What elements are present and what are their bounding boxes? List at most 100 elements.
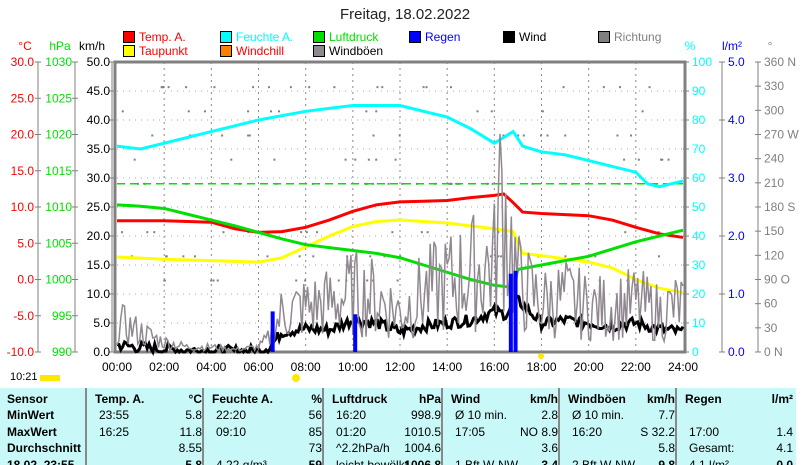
table-cell: Windböen — [568, 392, 626, 406]
direction-point — [564, 255, 567, 258]
table-cell: NO 8.9 — [519, 424, 558, 439]
direction-point — [167, 86, 170, 89]
direction-point — [222, 231, 225, 234]
direction-point — [541, 110, 544, 113]
legend-label: Wind — [519, 30, 547, 44]
direction-point — [247, 134, 250, 137]
axis-label-direction: 120 — [764, 248, 784, 262]
axis-label-temp: -10.0 — [7, 345, 35, 359]
direction-point — [476, 110, 479, 113]
legend-item: Windchill — [220, 44, 284, 58]
axis-label-pressure: 990 — [52, 345, 72, 359]
direction-point — [267, 86, 270, 89]
axis-label-humidity: 20 — [692, 287, 706, 301]
direction-point — [381, 86, 384, 89]
axis-label-direction: 90 O — [764, 273, 790, 287]
axis-label-temp: 25.0 — [11, 91, 35, 105]
axis-label-wind: 30.0 — [87, 171, 111, 185]
direction-point — [376, 86, 379, 89]
table-cell: 09:10 — [216, 424, 247, 439]
table-cell: S 32.2 — [640, 424, 675, 439]
direction-point — [366, 279, 369, 282]
direction-point — [401, 182, 404, 185]
axis-label-pressure: 1015 — [45, 164, 72, 178]
axis-label-wind: 10.0 — [87, 287, 111, 301]
legend-item: Temp. A. — [123, 30, 186, 44]
x-tick-label: 24:00 — [668, 360, 698, 374]
column-divider — [675, 388, 677, 465]
table-cell: 5.8 — [185, 408, 202, 422]
legend-swatch — [409, 31, 421, 43]
axis-label-wind: 45.0 — [87, 84, 111, 98]
direction-point — [564, 134, 567, 137]
axis-label-rain: 2.0 — [728, 229, 745, 243]
table-cell: 9.8 — [658, 457, 675, 465]
direction-point — [391, 231, 394, 234]
axis-label-pressure: 1020 — [45, 128, 72, 142]
table-cell: 1010.5 — [404, 424, 441, 439]
axis-label-humidity: 10 — [692, 316, 706, 330]
x-tick-label: 12:00 — [385, 360, 415, 374]
direction-point — [333, 86, 336, 89]
table-cell: hPa — [418, 392, 441, 406]
x-tick-label: 04:00 — [196, 360, 226, 374]
table-cell: 4.1 — [776, 441, 793, 455]
direction-point — [160, 86, 163, 89]
summary-table: Sensor MinWert MaxWert Durchschnitt 18.02. 2… — [0, 388, 796, 465]
axis-label-rain: 3.0 — [728, 171, 745, 185]
axis-label-temp: 5.0 — [17, 236, 34, 250]
direction-point — [289, 86, 292, 89]
axis-label-pressure: 1005 — [45, 236, 72, 250]
legend-item: Regen — [409, 30, 460, 44]
direction-point — [221, 134, 224, 137]
axis-label-pressure: 995 — [52, 309, 72, 323]
table-cell: 56 — [308, 408, 322, 422]
rain-bar — [353, 314, 358, 352]
direction-point — [387, 182, 390, 185]
table-cell: 17:05 — [455, 424, 486, 439]
table-cell: 3.6 — [541, 441, 558, 455]
direction-point — [162, 86, 165, 89]
direction-point — [372, 182, 375, 185]
direction-point — [298, 255, 301, 258]
axis-label-rain: 0.0 — [728, 345, 745, 359]
daylight-indicator — [40, 375, 60, 381]
direction-point — [337, 279, 340, 282]
legend-swatch — [123, 45, 135, 57]
series-windböen — [116, 133, 684, 353]
legend-label: Windchill — [236, 44, 285, 58]
chart-canvas: 00:00 02:00 04:00 06:00 08:00 10:00 12:00 14:00… — [7, 39, 799, 382]
direction-point — [449, 86, 452, 89]
direction-point — [398, 134, 401, 137]
direction-point — [295, 279, 298, 282]
table-cell: 11.8 — [179, 424, 202, 439]
direction-point — [426, 231, 429, 234]
legend-item: Luftdruck — [313, 30, 378, 44]
table-cell: % — [311, 392, 322, 406]
table-cell: 5.8 — [185, 457, 202, 465]
legend-label: Feuchte A. — [236, 30, 294, 44]
x-tick-label: 22:00 — [621, 360, 651, 374]
direction-point — [133, 158, 136, 161]
axis-label-direction: 0 N — [764, 345, 783, 359]
column-divider — [322, 388, 324, 465]
direction-point — [252, 86, 255, 89]
direction-point — [182, 255, 185, 258]
axis-label-humidity: 70 — [692, 142, 706, 156]
axis-unit-rain: l/m² — [722, 39, 742, 53]
table-cell: Temp. A. — [95, 392, 145, 406]
x-tick-label: 08:00 — [291, 360, 321, 374]
table-cell: Regen — [685, 392, 722, 406]
column-divider — [202, 388, 204, 465]
table-cell: 01:20 — [336, 424, 367, 439]
axis-label-direction: 360 N — [764, 55, 796, 69]
axis-label-direction: 240 — [764, 152, 784, 166]
table-cell: 23:55 — [99, 408, 130, 422]
direction-point — [490, 110, 493, 113]
table-cell: Wind — [451, 392, 481, 406]
table-cell: 0.0 — [776, 457, 793, 465]
direction-point — [277, 110, 280, 113]
direction-point — [394, 158, 397, 161]
direction-point — [212, 279, 215, 282]
